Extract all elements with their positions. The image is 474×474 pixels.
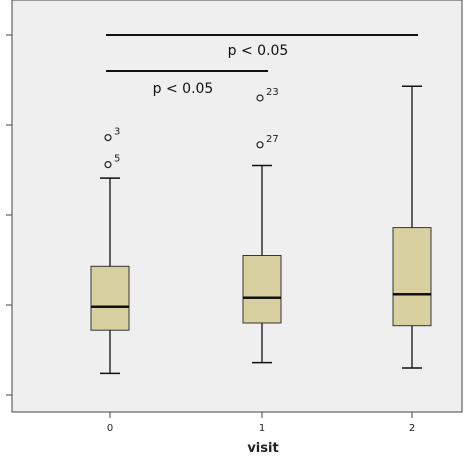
iqr-box	[242, 255, 282, 324]
outlier-label: 3	[114, 127, 120, 138]
iqr-box	[90, 265, 130, 331]
outlier-point	[104, 134, 112, 142]
iqr-box	[392, 227, 432, 327]
outlier-point	[104, 161, 112, 169]
significance-label: p < 0.05	[153, 81, 214, 97]
outlier-label: 23	[266, 87, 279, 98]
x-axis: 0 1 2	[107, 412, 415, 434]
x-tick-label: 2	[409, 423, 415, 434]
x-tick-label: 0	[107, 423, 113, 434]
x-axis-title: visit	[247, 441, 278, 456]
box-group: 35	[90, 127, 130, 375]
plot-area	[11, 0, 463, 413]
significance-label: p < 0.05	[228, 43, 289, 59]
outlier-label: 27	[266, 134, 279, 145]
x-tick-label: 1	[259, 423, 265, 434]
significance-brackets: p < 0.05 p < 0.05	[106, 34, 418, 97]
outlier-point	[256, 94, 264, 102]
y-axis	[6, 34, 12, 396]
box-group: 23 27	[242, 87, 282, 364]
box-group	[392, 85, 432, 369]
outlier-point	[256, 141, 264, 149]
outlier-label: 5	[114, 154, 120, 165]
